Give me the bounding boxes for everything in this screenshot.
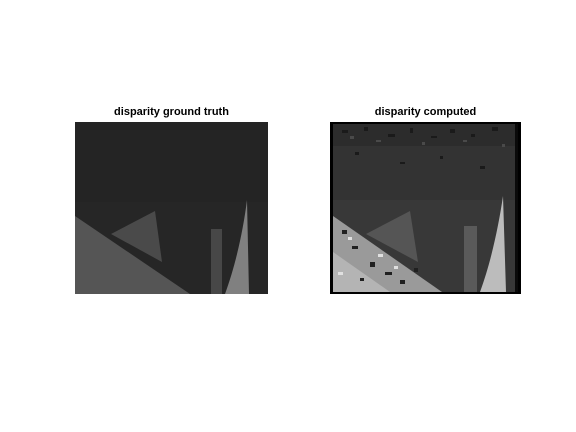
ground-truth-panel: disparity ground truth xyxy=(75,106,268,294)
computed-panel: disparity computed xyxy=(330,106,521,294)
ground-truth-disparity-image xyxy=(75,122,268,294)
computed-disparity-image xyxy=(330,122,521,294)
ground-truth-title: disparity ground truth xyxy=(75,106,268,118)
computed-title: disparity computed xyxy=(330,106,521,118)
